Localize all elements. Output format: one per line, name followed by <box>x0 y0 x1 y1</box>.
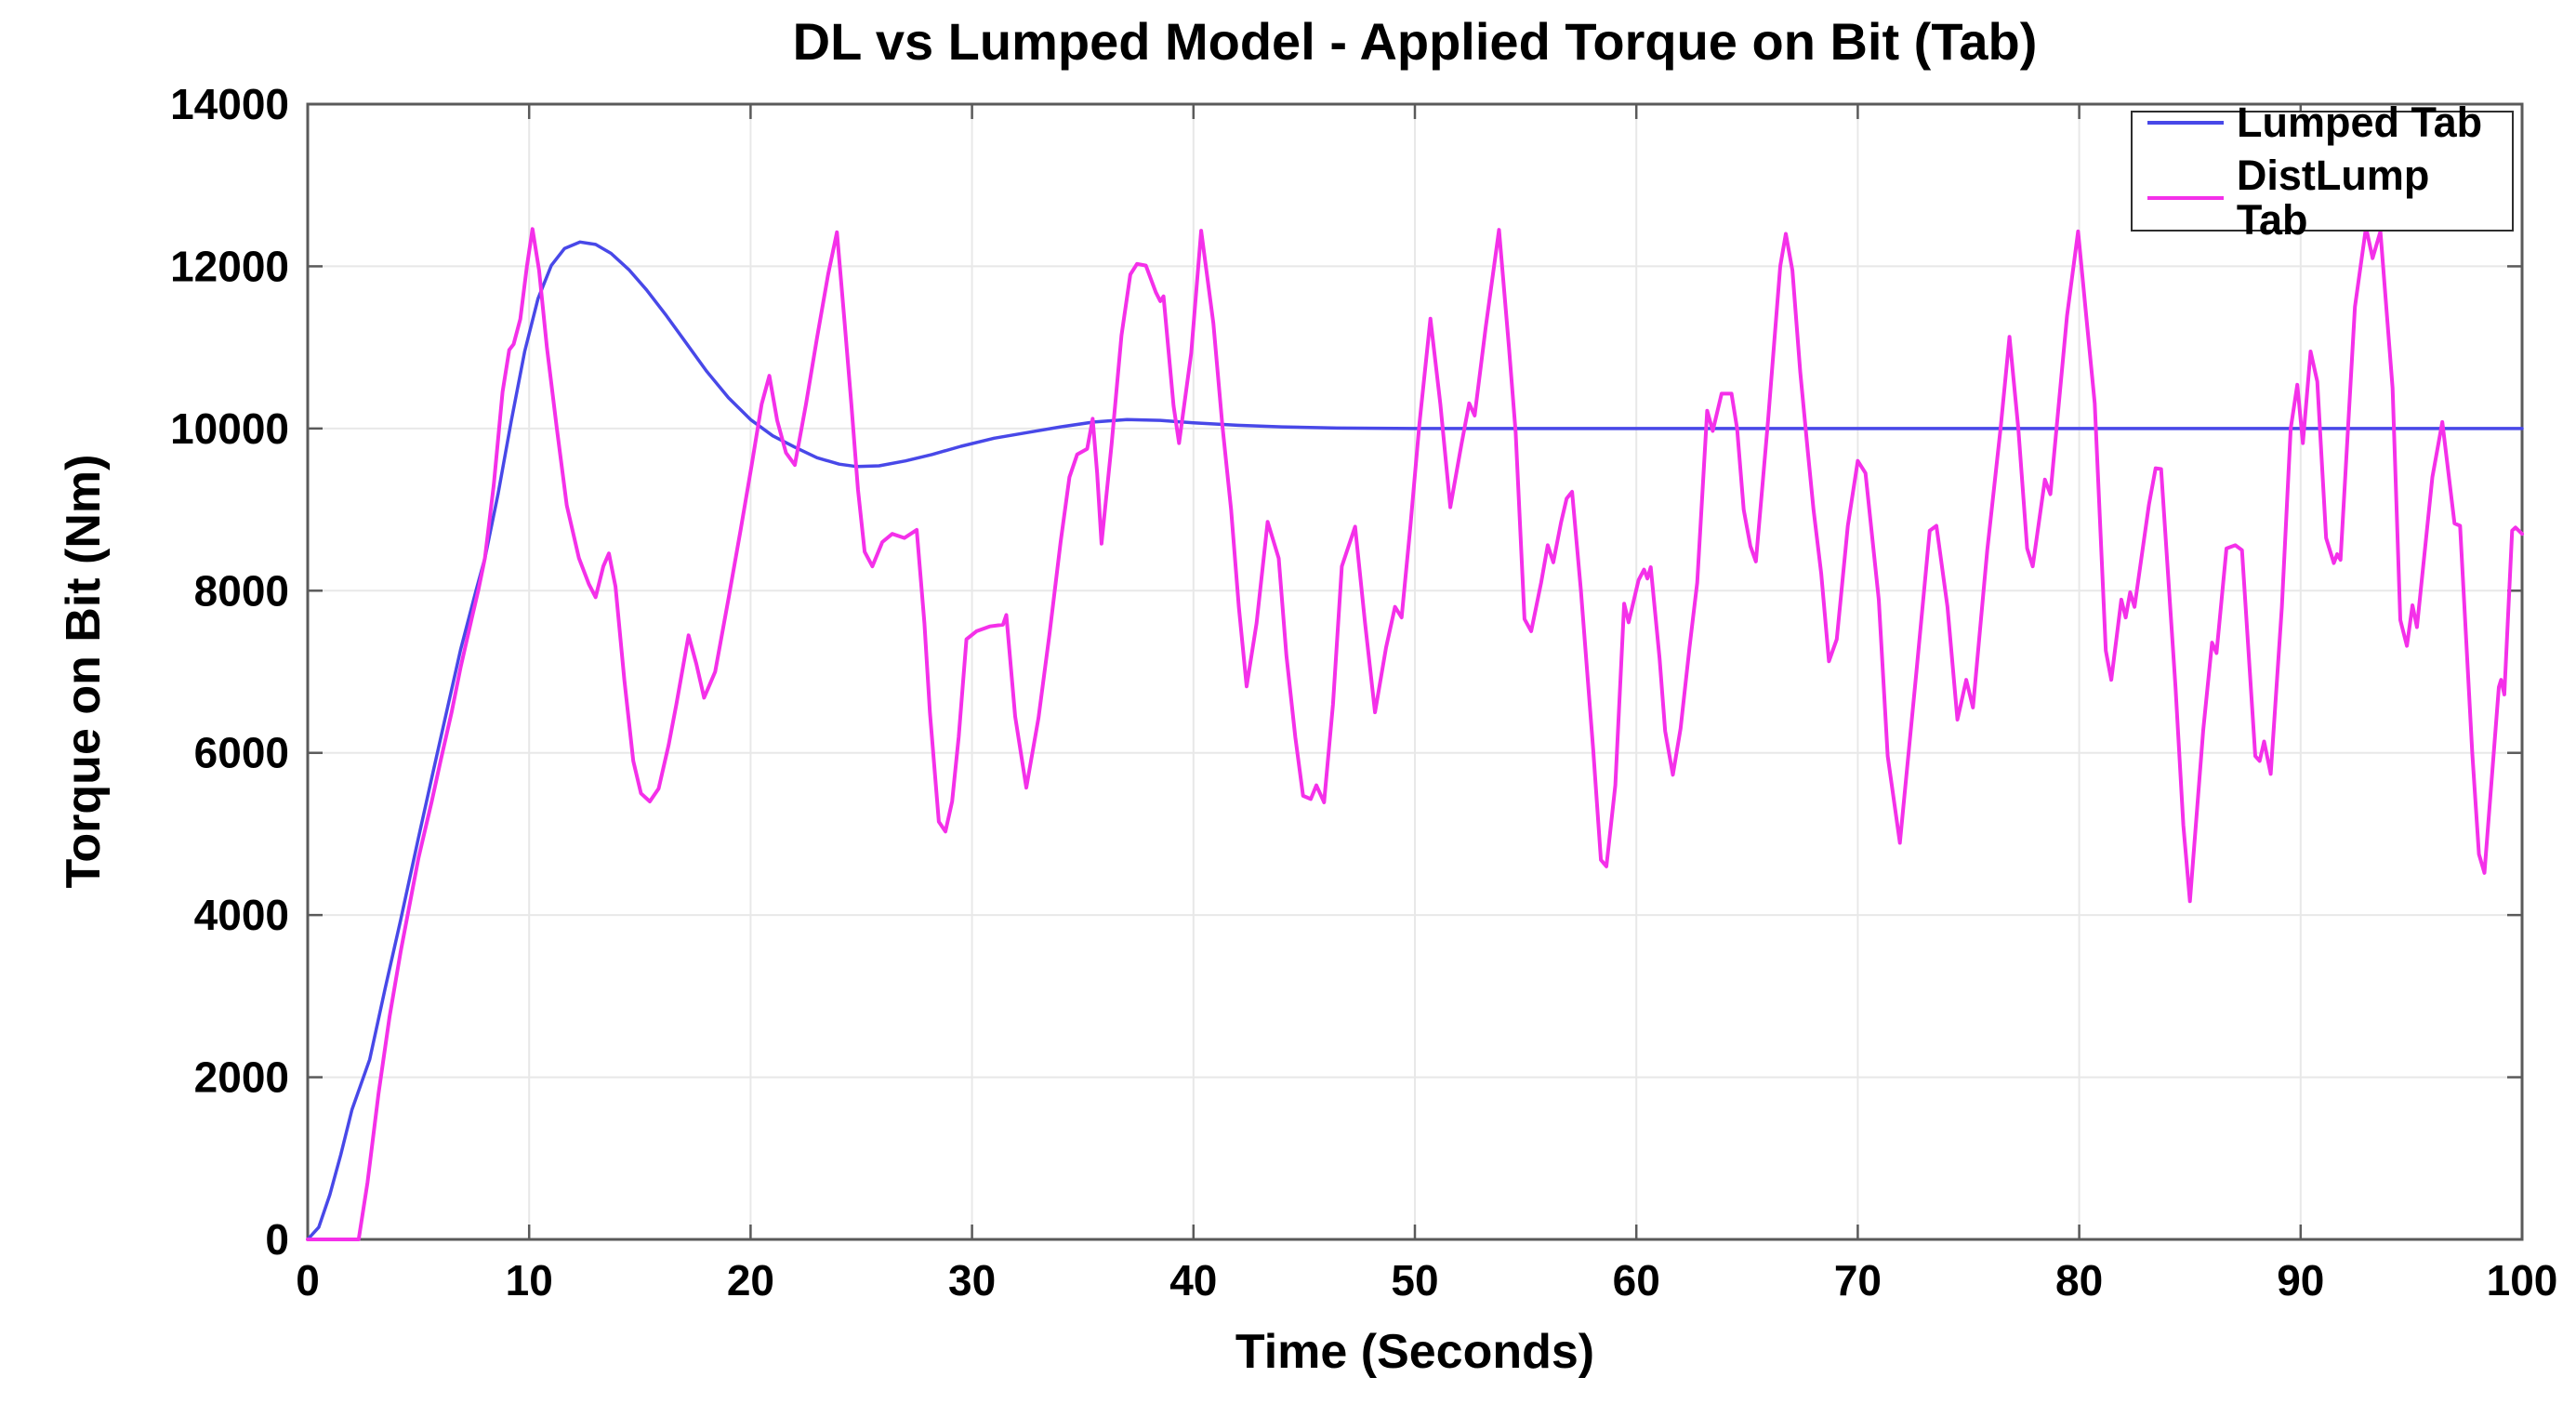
x-tick-label: 100 <box>2487 1256 2558 1304</box>
y-tick-label: 10000 <box>170 404 289 453</box>
y-tick-label: 0 <box>265 1215 289 1264</box>
x-tick-label: 60 <box>1613 1256 1660 1304</box>
series-group <box>306 225 2524 1241</box>
chart-title: DL vs Lumped Model - Applied Torque on B… <box>792 12 2038 71</box>
distlump-tab-line <box>306 225 2524 1241</box>
y-axis-label: Torque on Bit (Nm) <box>57 454 111 889</box>
legend-line-swatch-distlump <box>2147 195 2224 200</box>
x-axis-label: Time (Seconds) <box>1235 1325 1595 1379</box>
x-tick-label: 70 <box>1834 1256 1882 1304</box>
legend-line-swatch-lumped <box>2147 120 2224 125</box>
legend-label-lumped: Lumped Tab <box>2237 99 2483 147</box>
x-tick-label: 10 <box>506 1256 553 1304</box>
legend-entry-lumped: Lumped Tab <box>2147 100 2512 144</box>
y-tick-label: 6000 <box>194 729 289 777</box>
legend: Lumped Tab DistLump Tab <box>2131 100 2514 242</box>
x-tick-label: 0 <box>296 1256 320 1304</box>
y-tick-label: 14000 <box>170 80 289 128</box>
x-tick-label: 90 <box>2277 1256 2324 1304</box>
x-tick-label: 30 <box>948 1256 996 1304</box>
x-tick-label: 40 <box>1169 1256 1217 1304</box>
y-tick-label: 4000 <box>194 891 289 939</box>
legend-entry-distlump: DistLump Tab <box>2147 153 2512 242</box>
legend-label-distlump: DistLump Tab <box>2236 152 2430 244</box>
y-tick-label: 12000 <box>170 242 289 290</box>
x-tick-label: 50 <box>1391 1256 1438 1304</box>
x-tick-label: 80 <box>2055 1256 2103 1304</box>
y-tick-label: 8000 <box>194 566 289 615</box>
y-tick-label: 2000 <box>194 1053 289 1102</box>
x-tick-label: 20 <box>727 1256 774 1304</box>
lumped-tab-line <box>306 240 2524 1241</box>
